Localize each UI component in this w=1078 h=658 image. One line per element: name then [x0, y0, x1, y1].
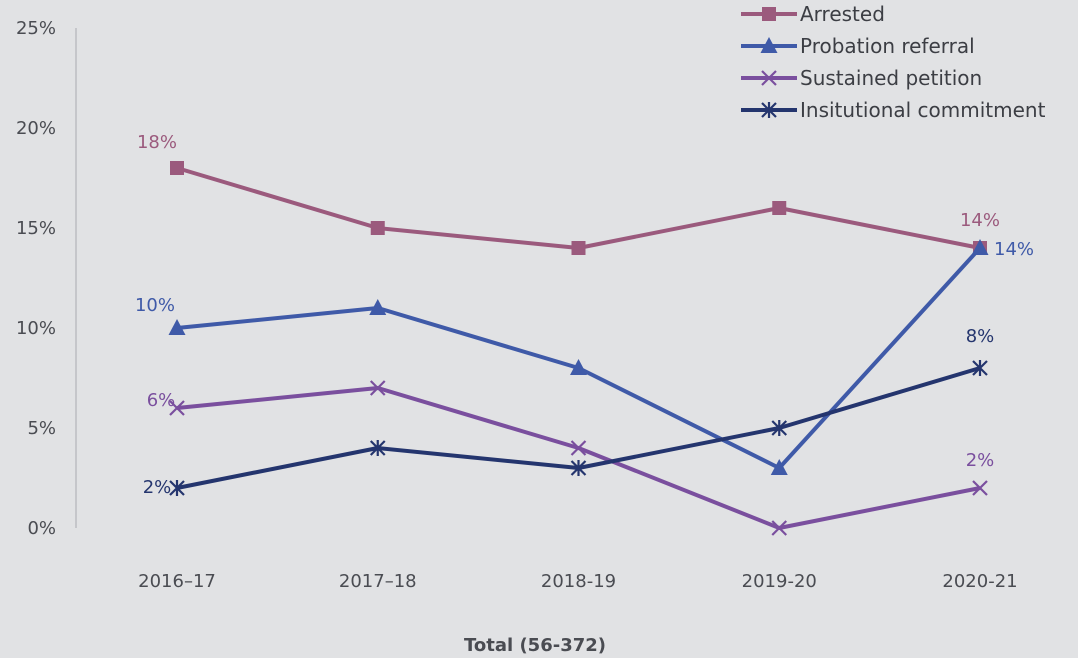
legend-label: Probation referral — [800, 34, 975, 58]
data-label: 14% — [960, 210, 1000, 231]
y-tick-label: 0% — [27, 518, 56, 539]
y-axis-tick-labels: 0% 5% 10% 15% 20% 25% — [16, 18, 56, 539]
square-marker — [571, 241, 586, 255]
x-axis-title: Total (56-372) — [464, 635, 606, 656]
data-label: 8% — [966, 326, 995, 347]
asterisk-marker — [570, 460, 587, 476]
x-marker — [972, 480, 988, 496]
series-probation-referral: 10% 14% — [135, 239, 1034, 475]
x-tick-label: 2017–18 — [339, 571, 417, 592]
triangle-marker — [760, 37, 778, 53]
legend-item: Sustained petition — [741, 66, 982, 90]
x-marker — [761, 70, 777, 86]
data-label: 2% — [143, 477, 172, 498]
square-marker — [772, 201, 787, 215]
legend-item: Probation referral — [741, 34, 975, 58]
legend-item: Arrested — [741, 2, 885, 26]
data-label: 6% — [147, 390, 176, 411]
y-tick-label: 10% — [16, 318, 56, 339]
square-marker — [762, 7, 776, 21]
x-axis-tick-labels: 2016–17 2017–18 2018-19 2019-20 2020-21 — [138, 571, 1017, 592]
asterisk-marker — [761, 102, 777, 118]
series-arrested: 18% 14% — [137, 132, 1000, 255]
x-marker — [369, 380, 386, 396]
series-insitutional-commitment: 2% 8% — [143, 326, 995, 498]
y-tick-label: 25% — [16, 18, 56, 39]
data-label: 14% — [994, 239, 1034, 260]
triangle-marker — [369, 299, 387, 315]
x-marker — [570, 440, 587, 456]
legend-item: Insitutional commitment — [741, 98, 1046, 122]
series-line — [176, 166, 981, 250]
asterisk-marker — [369, 440, 386, 456]
legend-label: Sustained petition — [800, 66, 982, 90]
square-marker — [370, 221, 385, 235]
triangle-marker — [770, 459, 788, 475]
x-tick-label: 2019-20 — [742, 571, 817, 592]
x-tick-label: 2018-19 — [541, 571, 616, 592]
series-sustained-petition: 6% 2% — [147, 380, 995, 536]
data-label: 2% — [966, 450, 995, 471]
x-tick-label: 2016–17 — [138, 571, 216, 592]
asterisk-marker — [169, 480, 185, 496]
data-label: 10% — [135, 295, 175, 316]
series-line — [176, 246, 982, 470]
data-label: 18% — [137, 132, 177, 153]
y-tick-label: 20% — [16, 118, 56, 139]
triangle-marker — [168, 319, 186, 335]
x-marker — [771, 520, 788, 536]
x-marker — [169, 400, 185, 416]
asterisk-marker — [972, 360, 988, 376]
y-tick-label: 15% — [16, 218, 56, 239]
legend-label: Arrested — [800, 2, 885, 26]
asterisk-marker — [771, 420, 788, 436]
y-tick-label: 5% — [27, 418, 56, 439]
square-marker — [170, 161, 184, 175]
series-layer: 18% 14% 10% 14% 6% 2% 2% 8% — [135, 132, 1034, 536]
legend-label: Insitutional commitment — [800, 98, 1046, 122]
triangle-marker — [971, 239, 989, 255]
triangle-marker — [570, 359, 587, 375]
x-tick-label: 2020-21 — [942, 571, 1017, 592]
legend: Arrested Probation referral Sustained peti… — [741, 2, 1046, 122]
series-line — [176, 386, 981, 530]
